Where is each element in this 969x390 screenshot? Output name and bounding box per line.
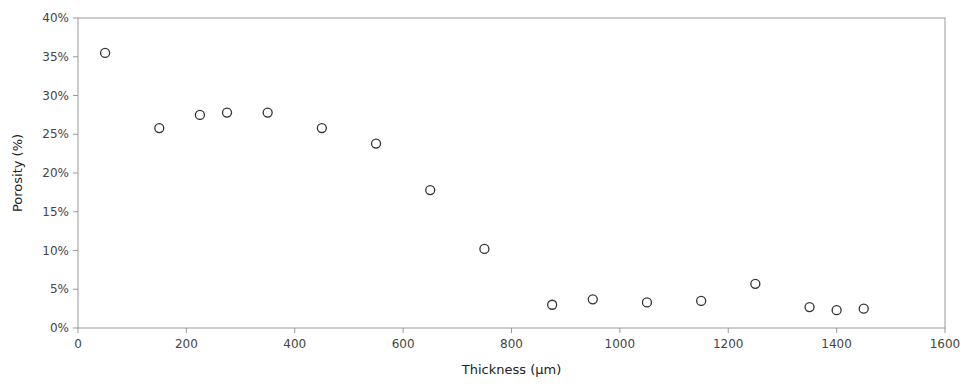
x-tick-label: 600 — [392, 337, 415, 351]
x-tick-label: 400 — [283, 337, 306, 351]
x-tick — [728, 328, 729, 333]
scatter-point — [751, 279, 760, 288]
x-tick-label: 1600 — [930, 337, 961, 351]
y-tick — [73, 289, 78, 290]
x-tick — [945, 328, 946, 333]
scatter-point — [697, 296, 706, 305]
scatter-point — [426, 186, 435, 195]
y-tick-label: 5% — [50, 282, 69, 296]
y-tick-label: 40% — [42, 11, 69, 25]
scatter-point — [480, 244, 489, 253]
x-tick-label: 1000 — [605, 337, 636, 351]
y-tick-label: 20% — [42, 166, 69, 180]
x-axis: 0 200 400 600 800 1000 1200 1400 1600 — [74, 328, 960, 351]
scatter-point — [548, 300, 557, 309]
x-tick-label: 1400 — [821, 337, 852, 351]
x-tick-label: 1200 — [713, 337, 744, 351]
scatter-point — [588, 295, 597, 304]
y-tick — [73, 95, 78, 96]
scatter-point — [642, 298, 651, 307]
x-tick — [511, 328, 512, 333]
x-tick — [294, 328, 295, 333]
y-tick-label: 10% — [42, 244, 69, 258]
chart-container: 0 200 400 600 800 1000 1200 1400 1600 0% 5% 10% 15% 2… — [0, 0, 969, 390]
scatter-point — [805, 303, 814, 312]
y-tick-label: 15% — [42, 205, 69, 219]
x-tick-label: 800 — [500, 337, 523, 351]
y-tick — [73, 250, 78, 251]
scatter-point — [832, 306, 841, 315]
y-tick-label: 35% — [42, 50, 69, 64]
chart-svg: 0 200 400 600 800 1000 1200 1400 1600 0% 5% 10% 15% 2… — [0, 0, 969, 390]
y-tick — [73, 328, 78, 329]
plot-frame — [78, 18, 945, 328]
x-tick — [186, 328, 187, 333]
y-axis-title: Porosity (%) — [10, 134, 25, 212]
x-tick — [403, 328, 404, 333]
x-tick-label: 200 — [175, 337, 198, 351]
scatter-point — [223, 108, 232, 117]
scatter-point — [372, 139, 381, 148]
y-tick — [73, 211, 78, 212]
scatter-point — [195, 110, 204, 119]
y-tick-label: 25% — [42, 127, 69, 141]
y-tick — [73, 173, 78, 174]
y-tick — [73, 56, 78, 57]
scatter-point — [859, 304, 868, 313]
x-tick — [78, 328, 79, 333]
y-tick — [73, 134, 78, 135]
y-tick — [73, 18, 78, 19]
scatter-point — [317, 124, 326, 133]
scatter-point — [155, 124, 164, 133]
x-tick — [836, 328, 837, 333]
y-axis: 0% 5% 10% 15% 20% 25% 30% 35% 40% — [42, 11, 78, 335]
y-tick-label: 0% — [50, 321, 69, 335]
y-tick-label: 30% — [42, 89, 69, 103]
points — [101, 48, 869, 314]
x-axis-title: Thickness (μm) — [461, 362, 561, 377]
x-tick-label: 0 — [74, 337, 82, 351]
scatter-point — [263, 108, 272, 117]
x-tick — [619, 328, 620, 333]
scatter-point — [101, 48, 110, 57]
